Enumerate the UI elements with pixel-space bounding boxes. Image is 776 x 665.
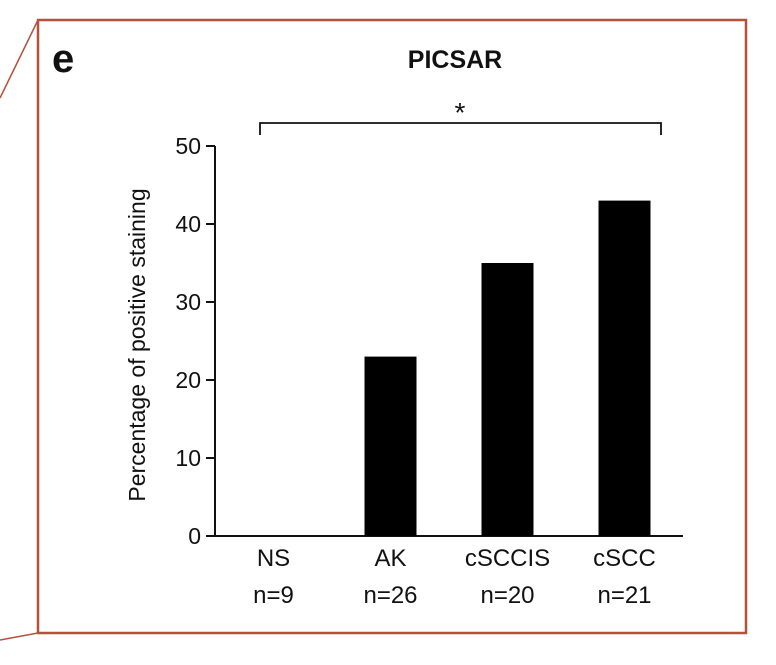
x-tick-labels: NS n=9 AK n=26 cSCCIS n=20 cSCC n=21 <box>253 545 656 609</box>
zoom-connector-line <box>0 19 39 99</box>
x-tick-label: NS <box>257 545 290 572</box>
bar <box>598 200 651 536</box>
y-tick-label: 20 <box>175 367 201 393</box>
bars <box>364 200 651 536</box>
panel-frame <box>36 18 748 635</box>
x-tick-count-label: n=9 <box>253 582 294 609</box>
x-tick-label: AK <box>374 545 406 572</box>
y-tick-label: 10 <box>175 445 201 471</box>
significance-star: * <box>455 97 466 128</box>
x-tick-label: cSCCIS <box>465 545 550 572</box>
x-tick-label: cSCC <box>593 545 656 572</box>
bar <box>364 356 417 536</box>
zoom-connector-line <box>0 632 39 641</box>
chart-title: PICSAR <box>408 46 502 74</box>
y-tick-label: 50 <box>175 133 201 159</box>
y-tick-label: 30 <box>175 289 201 315</box>
y-axis: 0 10 20 30 40 50 <box>175 133 216 549</box>
significance-bracket-line <box>259 122 662 135</box>
y-axis-label: Percentage of positive staining <box>124 188 150 501</box>
panel-label: e <box>52 37 74 81</box>
x-tick-count-label: n=20 <box>480 582 534 609</box>
x-tick-count-label: n=26 <box>363 582 417 609</box>
x-tick-count-label: n=21 <box>597 582 651 609</box>
bar <box>481 263 534 536</box>
significance-bracket <box>259 122 662 135</box>
y-tick-label: 0 <box>188 523 201 549</box>
y-tick-label: 40 <box>175 211 201 237</box>
